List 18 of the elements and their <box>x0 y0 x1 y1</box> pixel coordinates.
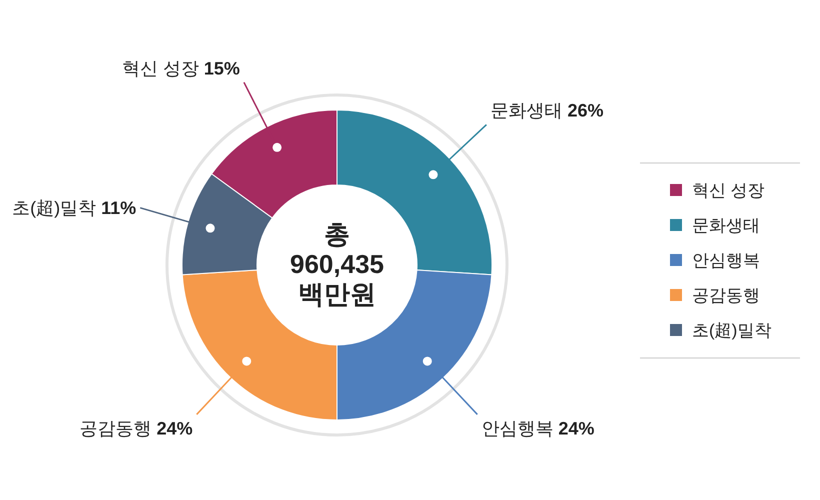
slice-label: 초(超)밀착 <box>12 198 102 218</box>
data-label: 26% <box>567 100 604 121</box>
legend-label: 안심행복 <box>692 251 760 270</box>
legend-label: 문화생태 <box>692 216 760 235</box>
data-label: 24% <box>558 418 594 438</box>
slice-label: 공감동행 <box>80 418 157 438</box>
slice-label: 안심행복 <box>481 418 558 438</box>
legend-label: 혁신 성장 <box>692 181 765 200</box>
legend-label: 초(超)밀착 <box>692 321 772 340</box>
slice-label: 혁신 성장 <box>122 58 204 78</box>
text: 총 <box>324 219 350 249</box>
text: 백만원 <box>298 279 376 309</box>
data-label: 11% <box>101 198 136 218</box>
data-label: 24% <box>156 418 193 438</box>
legend-label: 공감동행 <box>692 286 760 305</box>
data-label: 15% <box>204 58 240 78</box>
slice-label: 문화생태 <box>490 100 568 121</box>
text: 960,435 <box>290 249 384 279</box>
